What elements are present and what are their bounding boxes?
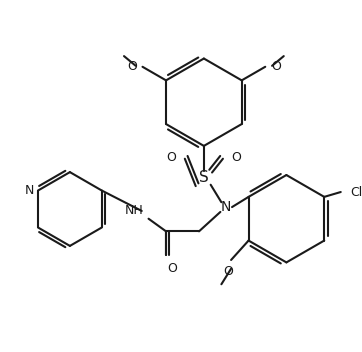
Text: O: O [231,151,241,164]
Text: O: O [167,151,177,164]
Text: O: O [167,262,177,275]
Text: O: O [271,60,281,73]
Text: NH: NH [125,205,144,218]
Text: O: O [223,265,233,278]
Text: S: S [199,170,209,186]
Text: Cl: Cl [350,186,362,199]
Text: N: N [25,184,34,197]
Text: O: O [127,60,137,73]
Text: N: N [221,200,231,214]
